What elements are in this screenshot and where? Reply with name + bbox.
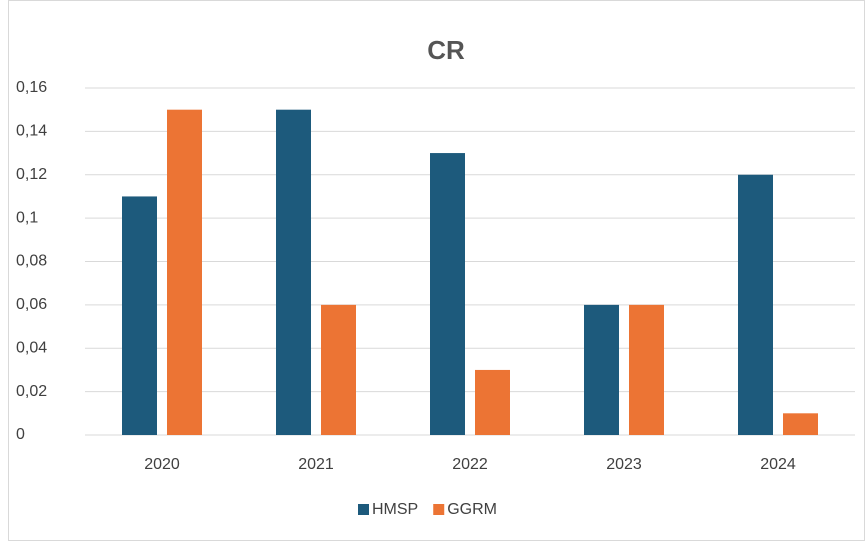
y-tick-label: 0,12 (16, 166, 47, 183)
y-tick-label: 0,08 (16, 253, 47, 270)
y-tick-label: 0,06 (16, 296, 47, 313)
bar (321, 304, 356, 435)
legend-swatch (358, 504, 369, 515)
y-tick-label: 0,14 (16, 123, 47, 140)
bar (783, 413, 818, 435)
x-tick-label: 2024 (760, 456, 796, 473)
legend-label: HMSP (372, 501, 418, 518)
bar (167, 109, 202, 435)
x-tick-label: 2022 (452, 456, 488, 473)
bar (122, 196, 157, 435)
legend-label: GGRM (447, 501, 497, 518)
y-tick-label: 0,16 (16, 79, 47, 96)
y-tick-label: 0,02 (16, 383, 47, 400)
bar (629, 304, 664, 435)
legend-swatch (433, 504, 445, 515)
bar (430, 153, 465, 435)
x-tick-label: 2021 (298, 456, 334, 473)
y-tick-label: 0 (16, 426, 25, 443)
y-tick-label: 0,1 (16, 209, 38, 226)
bar (584, 304, 619, 435)
bar (475, 369, 510, 435)
y-tick-label: 0,04 (16, 339, 47, 356)
x-tick-label: 2023 (606, 456, 642, 473)
bar (738, 174, 773, 435)
x-tick-label: 2020 (144, 456, 180, 473)
bar (276, 109, 311, 435)
chart-title: CR (427, 35, 465, 65)
